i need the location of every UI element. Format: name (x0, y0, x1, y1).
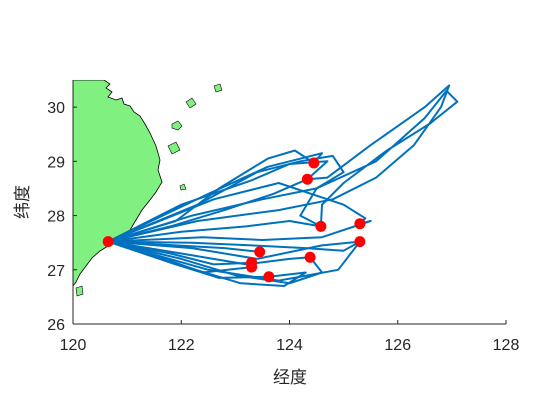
track-line-6 (108, 240, 311, 266)
land-island-3 (167, 141, 181, 155)
land-island-2 (185, 97, 197, 109)
track-line-19 (108, 240, 361, 252)
track-line-20 (107, 160, 329, 243)
stations-layer (102, 157, 366, 283)
x-tick-label: 128 (493, 337, 520, 354)
station-point-2 (301, 173, 313, 185)
y-tick-label: 28 (47, 209, 65, 226)
track-line-10 (107, 154, 345, 243)
x-tick-label: 124 (276, 337, 303, 354)
land-island-1 (171, 120, 183, 131)
track-line-17 (107, 240, 307, 287)
track-line-5 (108, 240, 260, 253)
station-point-5 (354, 236, 366, 248)
x-axis-label: 经度 (273, 368, 307, 388)
land-mainland (73, 80, 163, 287)
track-line-11 (107, 240, 361, 282)
land-island-4 (179, 183, 187, 191)
y-tick-label: 27 (47, 263, 65, 280)
track-line-16 (107, 240, 323, 285)
track-line-15 (107, 84, 451, 243)
y-tick-label: 30 (47, 100, 65, 117)
track-line-18 (107, 152, 323, 243)
coastline-land (73, 80, 223, 297)
x-tick-label: 120 (60, 337, 87, 354)
track-line-7 (108, 240, 252, 266)
y-tick-label: 26 (47, 317, 65, 334)
origin-point (102, 236, 114, 248)
x-tick-label: 126 (384, 337, 411, 354)
x-ticks: 120 122 124 126 128 (60, 320, 520, 354)
y-axis-label: 纬度 (13, 185, 33, 219)
station-point-4 (354, 218, 366, 230)
track-line-4 (108, 240, 360, 260)
tracks-layer (107, 84, 459, 287)
land-island-6 (75, 285, 84, 297)
y-tick-label: 29 (47, 154, 65, 171)
land-island-5 (213, 83, 223, 93)
x-tick-label: 122 (168, 337, 195, 354)
station-point-1 (308, 157, 320, 169)
station-point-6 (254, 246, 266, 258)
track-line-12 (107, 182, 367, 243)
station-point-7 (304, 251, 316, 263)
station-point-9 (246, 261, 258, 273)
y-ticks: 26 27 28 29 30 (47, 100, 77, 334)
station-point-10 (263, 271, 275, 283)
station-point-3 (315, 220, 327, 232)
track-line-3 (108, 220, 322, 243)
track-line-13 (108, 220, 372, 243)
